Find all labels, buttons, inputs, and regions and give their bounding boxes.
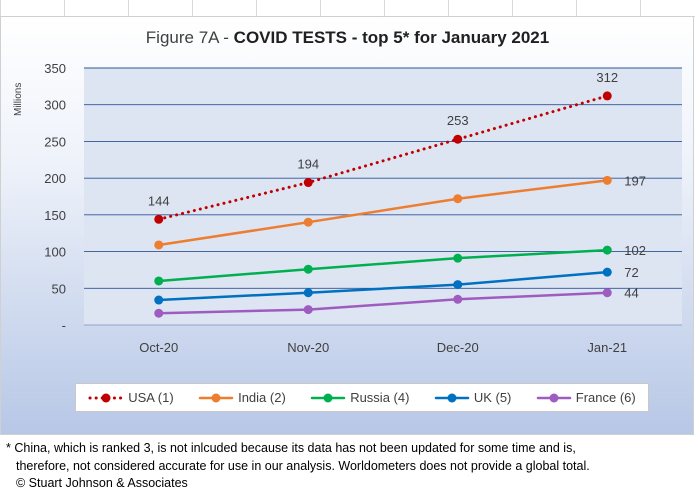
data-point-russia-4 [602, 245, 612, 255]
data-point-russia-4 [453, 253, 463, 263]
legend-swatch-usa-1 [88, 393, 124, 402]
legend-item-uk-5[interactable]: UK (5) [434, 390, 512, 405]
plot-background [84, 68, 682, 325]
legend-label-india-2: India (2) [238, 390, 286, 405]
data-point-russia-4 [303, 264, 313, 274]
legend-swatch-france-6 [536, 393, 572, 402]
y-tick-label: 350 [44, 61, 66, 76]
data-point-france-6 [453, 294, 463, 304]
data-point-india-2 [602, 175, 612, 185]
footnote: * China, which is ranked 3, is not inlcu… [6, 440, 690, 493]
data-label-india-2: 197 [624, 173, 646, 188]
data-point-india-2 [154, 240, 164, 250]
legend-label-france-6: France (6) [575, 390, 636, 405]
x-tick-label: Dec-20 [437, 340, 479, 355]
data-point-russia-4 [154, 276, 164, 286]
legend-label-usa-1: USA (1) [128, 390, 174, 405]
x-tick-label: Nov-20 [287, 340, 329, 355]
x-tick-label: Oct-20 [139, 340, 178, 355]
footnote-line-2: therefore, not considered accurate for u… [16, 458, 590, 473]
data-point-usa-1 [303, 178, 313, 188]
series-line-india-2 [157, 179, 609, 247]
legend-swatch-india-2 [198, 393, 234, 402]
chart-title-prefix: Figure 7A - [145, 28, 234, 47]
series-line-france-6 [157, 291, 609, 315]
legend-item-usa-1[interactable]: USA (1) [88, 390, 174, 405]
legend-label-uk-5: UK (5) [473, 390, 512, 405]
y-tick-label: 100 [44, 245, 66, 260]
data-label-usa-1: 194 [297, 157, 319, 172]
series-line-russia-4 [157, 248, 609, 283]
data-point-uk-5 [453, 280, 463, 290]
legend-swatch-russia-4 [310, 393, 346, 402]
footnote-line-1: * China, which is ranked 3, is not inlcu… [6, 441, 576, 455]
data-label-uk-5: 72 [624, 265, 638, 280]
data-label-usa-1: 253 [447, 113, 469, 128]
legend-item-russia-4[interactable]: Russia (4) [310, 390, 409, 405]
data-point-uk-5 [602, 267, 612, 277]
chart-title: Figure 7A - COVID TESTS - top 5* for Jan… [0, 28, 695, 48]
data-point-uk-5 [154, 295, 164, 305]
data-point-france-6 [303, 305, 313, 315]
x-tick-label: Jan-21 [587, 340, 627, 355]
data-point-usa-1 [154, 214, 164, 224]
y-tick-label: 250 [44, 134, 66, 149]
data-point-india-2 [453, 194, 463, 204]
data-label-russia-4: 102 [624, 243, 646, 258]
data-label-france-6: 44 [624, 286, 638, 301]
series-line-uk-5 [157, 270, 609, 302]
data-point-usa-1 [602, 91, 612, 101]
copyright-notice: © Stuart Johnson & Associates [16, 476, 188, 490]
data-point-uk-5 [303, 288, 313, 298]
data-point-france-6 [154, 308, 164, 318]
legend-swatch-uk-5 [434, 393, 470, 402]
data-point-india-2 [303, 217, 313, 227]
y-tick-label: - [62, 318, 66, 333]
series-line-usa-1 [157, 94, 609, 221]
y-tick-label: 300 [44, 98, 66, 113]
chart-title-main: COVID TESTS - top 5* for January 2021 [233, 28, 550, 47]
legend-item-india-2[interactable]: India (2) [198, 390, 286, 405]
data-point-usa-1 [453, 134, 463, 144]
y-tick-label: 150 [44, 208, 66, 223]
y-tick-label: 200 [44, 171, 66, 186]
data-label-usa-1: 312 [596, 70, 618, 85]
legend[interactable]: USA (1) India (2) Russia (4) UK (5) France (… [75, 383, 649, 412]
data-point-france-6 [602, 288, 612, 298]
data-label-usa-1: 144 [148, 193, 170, 208]
y-tick-label: 50 [52, 281, 66, 296]
legend-item-france-6[interactable]: France (6) [536, 390, 636, 405]
legend-label-russia-4: Russia (4) [350, 390, 410, 405]
